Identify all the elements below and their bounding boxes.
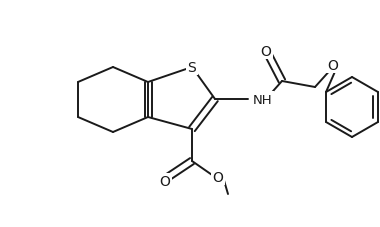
Text: S: S [188,61,196,75]
Text: O: O [261,45,271,59]
Text: O: O [328,59,339,73]
Text: O: O [212,170,223,184]
Text: NH: NH [253,93,272,106]
Text: O: O [160,174,171,188]
